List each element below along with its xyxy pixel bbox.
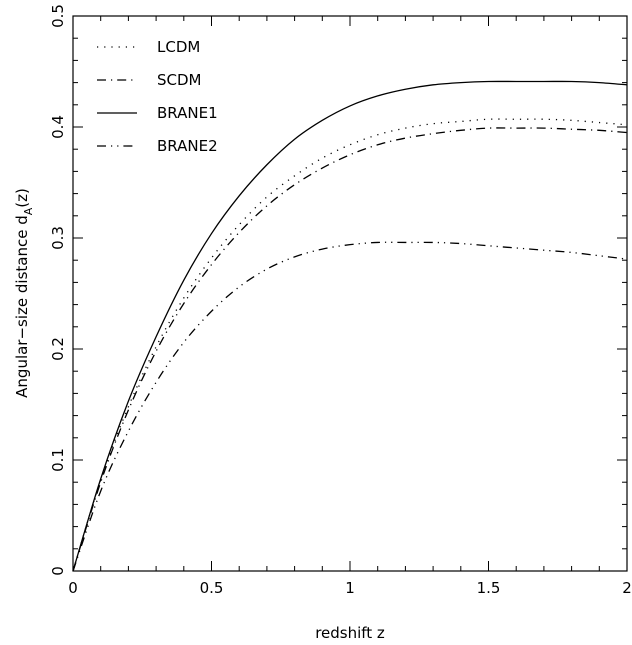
y-tick-label: 0.2 xyxy=(49,337,67,361)
legend-label-lcdm: LCDM xyxy=(157,38,200,56)
y-tick-label: 0.1 xyxy=(49,448,67,472)
series-line-scdm xyxy=(72,127,628,572)
series-line-lcdm xyxy=(72,118,628,572)
y-tick-label: 0.5 xyxy=(49,4,67,28)
series-lines xyxy=(72,80,628,572)
x-axis-label: redshift z xyxy=(315,624,385,642)
series-line-brane1 xyxy=(72,80,628,572)
series-line-brane2 xyxy=(72,241,628,572)
y-axis-label: Angular−size distance dA(z) xyxy=(13,188,35,398)
x-tick-label: 1 xyxy=(345,579,355,597)
axis-ticks xyxy=(72,15,628,572)
x-tick-label: 1.5 xyxy=(477,579,501,597)
x-tick-label: 0 xyxy=(68,579,78,597)
y-tick-label: 0.4 xyxy=(49,115,67,139)
legend-label-brane1: BRANE1 xyxy=(157,104,218,122)
legend-label-scdm: SCDM xyxy=(157,71,202,89)
y-axis-label-tail: (z) xyxy=(13,188,31,208)
tick-labels: 0 0.5 1 1.5 2 0 0.1 0.2 0.3 0.4 0.5 xyxy=(49,4,632,597)
y-axis-label-subscript: A xyxy=(22,207,35,215)
legend-label-brane2: BRANE2 xyxy=(157,137,218,155)
plot-frame xyxy=(72,15,628,572)
y-tick-label: 0 xyxy=(49,566,67,576)
x-tick-label: 2 xyxy=(622,579,632,597)
y-tick-label: 0.3 xyxy=(49,226,67,250)
x-tick-label: 0.5 xyxy=(200,579,224,597)
legend: LCDM SCDM BRANE1 BRANE2 xyxy=(97,38,218,155)
y-axis-label-main: Angular−size distance d xyxy=(13,215,31,398)
